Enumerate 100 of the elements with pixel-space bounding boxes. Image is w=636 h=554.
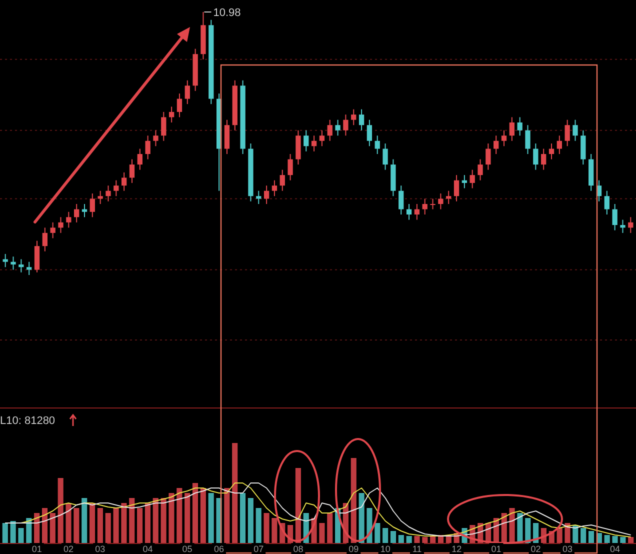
candlestick — [50, 222, 56, 239]
candlestick — [604, 190, 610, 216]
text: L10: 81280 — [0, 415, 56, 427]
bar — [398, 535, 404, 543]
bar — [82, 498, 88, 543]
candlestick — [26, 261, 32, 276]
candlestick — [580, 130, 586, 166]
bar — [224, 488, 230, 543]
candlestick — [478, 158, 483, 181]
bar — [612, 536, 618, 543]
bar — [628, 537, 634, 543]
candlestick — [494, 135, 499, 155]
x-tick-label: 03 — [562, 544, 572, 554]
candlestick — [366, 119, 372, 147]
bar — [113, 508, 119, 543]
bar — [144, 503, 150, 543]
candlestick — [66, 211, 72, 228]
bar — [564, 523, 570, 543]
x-tick-label: 05 — [182, 544, 192, 554]
x-tick-label: 10 — [380, 544, 390, 554]
bar — [390, 531, 396, 543]
x-tick-label: 08 — [293, 544, 304, 554]
candlestick — [509, 116, 514, 142]
x-tick-label: 04 — [142, 544, 153, 554]
candlestick — [311, 135, 317, 152]
bar — [176, 488, 182, 543]
candlestick — [137, 148, 142, 170]
x-tick-label: 03 — [95, 544, 106, 554]
bar — [18, 528, 24, 543]
candlestick — [628, 216, 634, 234]
bar — [121, 503, 127, 543]
x-tick-label: 11 — [412, 544, 422, 554]
bar — [350, 458, 356, 543]
bar — [200, 488, 206, 543]
bar — [232, 443, 238, 543]
candlestick — [176, 93, 182, 118]
bar — [58, 478, 64, 543]
x-tick-label: 01 — [32, 544, 42, 554]
candlestick — [74, 203, 80, 223]
bar — [414, 536, 420, 543]
bar — [10, 521, 16, 543]
candlestick — [10, 256, 16, 270]
candlestick — [343, 114, 348, 136]
candlestick — [129, 158, 135, 184]
candlestick — [454, 174, 460, 202]
bar — [604, 535, 610, 543]
x-tick-label: 02 — [64, 544, 74, 554]
bar — [168, 493, 174, 543]
x-tick-label: 12 — [452, 544, 462, 554]
bar — [248, 498, 254, 543]
bar — [42, 508, 48, 543]
candlestick — [556, 135, 562, 155]
bar — [430, 536, 436, 543]
candlestick — [224, 119, 230, 155]
bar — [517, 513, 523, 543]
bar — [319, 523, 325, 543]
candlestick — [462, 174, 468, 189]
candlestick — [168, 106, 174, 123]
candlestick — [161, 111, 166, 142]
candlestick — [335, 119, 340, 136]
candlestick — [106, 185, 111, 202]
bar — [382, 528, 388, 543]
candlestick — [358, 108, 364, 131]
candlestick — [470, 169, 475, 189]
bar — [152, 498, 158, 543]
bar — [208, 493, 214, 543]
candlestick — [620, 219, 626, 234]
candlestick — [382, 143, 388, 170]
bar — [26, 518, 32, 543]
candlestick — [525, 124, 530, 155]
candlestick — [319, 130, 325, 147]
bar — [422, 537, 428, 543]
bar — [525, 518, 531, 543]
candlestick — [414, 203, 420, 220]
candlestick — [304, 130, 309, 152]
bar — [66, 503, 72, 543]
candlestick — [533, 143, 538, 170]
candlestick — [296, 130, 301, 166]
bar — [572, 525, 578, 543]
candlestick — [58, 216, 64, 234]
candlestick — [446, 190, 452, 204]
bar — [74, 508, 80, 543]
bar — [160, 498, 166, 543]
bar — [129, 498, 135, 543]
candlestick — [501, 130, 507, 147]
candlestick — [90, 192, 95, 218]
candlestick — [541, 148, 546, 170]
bar — [34, 513, 40, 543]
candlestick — [612, 203, 618, 231]
x-tick-label: 06 — [214, 544, 224, 554]
bar — [256, 508, 262, 543]
candlestick — [374, 135, 380, 155]
candlestick — [406, 203, 412, 220]
bar — [192, 483, 198, 543]
candlestick — [264, 185, 270, 204]
bar — [509, 508, 515, 543]
bar — [327, 513, 333, 543]
candlestick — [517, 116, 522, 136]
x-tick-label: 01 — [491, 544, 502, 554]
candlestick — [564, 119, 570, 147]
